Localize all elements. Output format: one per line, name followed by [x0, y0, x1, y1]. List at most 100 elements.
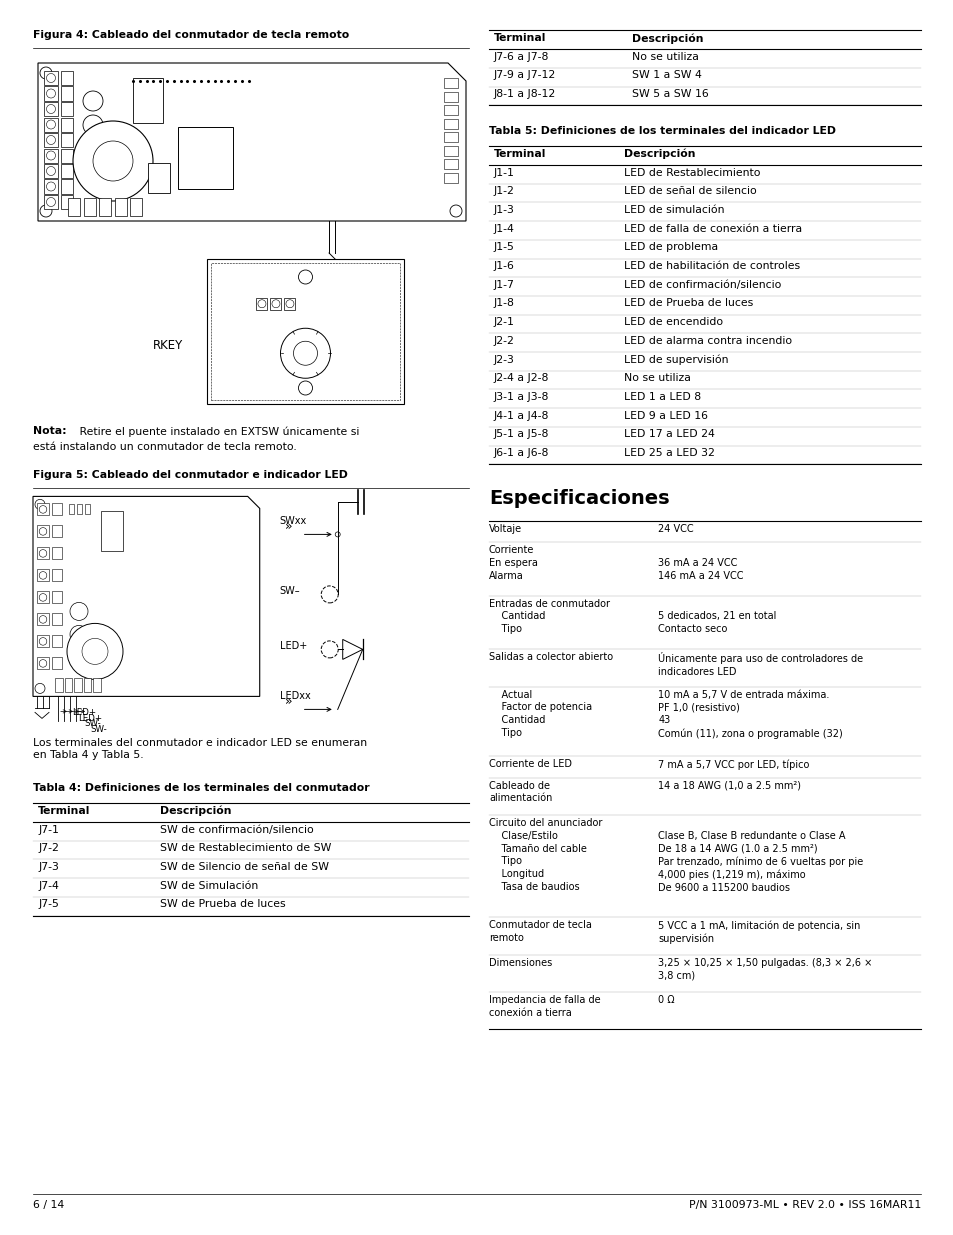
Bar — [61, 164, 73, 178]
Bar — [148, 163, 170, 193]
Bar — [69, 504, 74, 515]
Bar — [61, 179, 73, 194]
Bar — [37, 569, 49, 582]
Bar — [55, 678, 63, 693]
Polygon shape — [38, 63, 465, 221]
Text: J1-4: J1-4 — [494, 224, 515, 233]
Circle shape — [47, 198, 55, 206]
Circle shape — [298, 382, 313, 395]
Circle shape — [47, 120, 55, 128]
Text: SW 5 a SW 16: SW 5 a SW 16 — [632, 89, 708, 99]
Bar — [37, 614, 49, 625]
Bar — [52, 547, 62, 559]
Text: Figura 4: Cableado del conmutador de tecla remoto: Figura 4: Cableado del conmutador de tec… — [33, 30, 349, 40]
Bar — [44, 70, 58, 85]
Circle shape — [70, 603, 88, 620]
Circle shape — [73, 121, 152, 201]
Text: LED de simulación: LED de simulación — [623, 205, 723, 215]
Circle shape — [47, 136, 55, 144]
Text: No se utiliza: No se utiliza — [632, 52, 699, 62]
Bar — [212, 263, 399, 400]
Text: No se utiliza: No se utiliza — [623, 373, 690, 383]
Bar — [44, 103, 58, 116]
Circle shape — [321, 585, 338, 603]
Text: J7-6 a J7-8: J7-6 a J7-8 — [494, 52, 549, 62]
Circle shape — [321, 641, 338, 658]
Text: Voltaje: Voltaje — [489, 524, 521, 534]
Text: LED de problema: LED de problema — [623, 242, 717, 252]
Polygon shape — [342, 640, 362, 659]
Text: 7 mA a 5,7 VCC por LED, típico: 7 mA a 5,7 VCC por LED, típico — [658, 760, 809, 769]
Text: J1-8: J1-8 — [494, 299, 515, 309]
Bar — [52, 614, 62, 625]
Circle shape — [79, 135, 107, 162]
Text: J5-1 a J5-8: J5-1 a J5-8 — [494, 430, 549, 440]
Text: J1-2: J1-2 — [494, 186, 515, 196]
Text: SW de Prueba de luces: SW de Prueba de luces — [160, 899, 285, 909]
Text: RKEY: RKEY — [152, 338, 182, 352]
Text: SW-: SW- — [90, 725, 107, 734]
Text: J4-1 a J4-8: J4-1 a J4-8 — [494, 410, 549, 421]
Text: J6-1 a J6-8: J6-1 a J6-8 — [494, 448, 549, 458]
Circle shape — [47, 167, 55, 175]
Bar — [37, 657, 49, 669]
Bar — [443, 132, 457, 142]
Text: J2-2: J2-2 — [494, 336, 515, 346]
Text: J1-6: J1-6 — [494, 261, 515, 270]
Bar — [284, 298, 295, 310]
Circle shape — [257, 300, 266, 308]
Text: »: » — [284, 520, 292, 532]
Text: Impedancia de falla de
conexión a tierra: Impedancia de falla de conexión a tierra — [489, 995, 600, 1018]
Bar — [270, 298, 281, 310]
Bar — [44, 179, 58, 194]
Text: J7-3: J7-3 — [38, 862, 59, 872]
Circle shape — [67, 624, 123, 679]
Circle shape — [298, 270, 313, 284]
Text: LED de encendido: LED de encendido — [623, 317, 722, 327]
Bar — [44, 195, 58, 209]
Text: LED de señal de silencio: LED de señal de silencio — [623, 186, 756, 196]
Text: Cableado de
alimentación: Cableado de alimentación — [489, 781, 552, 803]
Text: Clase B, Clase B redundante o Clase A
De 18 a 14 AWG (1.0 a 2.5 mm²)
Par trenzad: Clase B, Clase B redundante o Clase A De… — [658, 818, 862, 893]
Text: J3-1 a J3-8: J3-1 a J3-8 — [494, 391, 549, 401]
Text: Figura 5: Cableado del conmutador e indicador LED: Figura 5: Cableado del conmutador e indi… — [33, 471, 348, 480]
Bar — [44, 164, 58, 178]
Text: SW-: SW- — [84, 720, 101, 729]
Circle shape — [39, 659, 47, 667]
Text: 14 a 18 AWG (1,0 a 2.5 mm²): 14 a 18 AWG (1,0 a 2.5 mm²) — [658, 781, 801, 790]
Circle shape — [83, 115, 103, 135]
Bar — [37, 525, 49, 537]
Bar — [44, 86, 58, 100]
Text: Nota:: Nota: — [33, 426, 67, 436]
Polygon shape — [33, 496, 259, 697]
Text: LED de Prueba de luces: LED de Prueba de luces — [623, 299, 752, 309]
Bar — [114, 198, 127, 216]
Text: LED+: LED+ — [78, 714, 102, 722]
Text: Conmutador de tecla
remoto: Conmutador de tecla remoto — [489, 920, 591, 942]
Bar — [443, 119, 457, 128]
Text: 6 / 14: 6 / 14 — [33, 1200, 64, 1210]
Text: J7-9 a J7-12: J7-9 a J7-12 — [494, 70, 556, 80]
Text: LED de habilitación de controles: LED de habilitación de controles — [623, 261, 799, 270]
Text: 10 mA a 5,7 V de entrada máxima.
PF 1,0 (resistivo)
43
Común (11), zona o progra: 10 mA a 5,7 V de entrada máxima. PF 1,0 … — [658, 689, 842, 739]
Bar — [37, 592, 49, 604]
Circle shape — [47, 74, 55, 83]
Circle shape — [39, 615, 47, 624]
Text: SWxx: SWxx — [279, 516, 307, 526]
Text: Circuito del anunciador
    Clase/Estilo
    Tamaño del cable
    Tipo
    Longi: Circuito del anunciador Clase/Estilo Tam… — [489, 818, 601, 892]
Text: J2-1: J2-1 — [494, 317, 515, 327]
Circle shape — [82, 638, 108, 664]
Bar — [52, 635, 62, 647]
Text: LED de falla de conexión a tierra: LED de falla de conexión a tierra — [623, 224, 801, 233]
Text: J2-4 a J2-8: J2-4 a J2-8 — [494, 373, 549, 383]
Circle shape — [294, 341, 317, 366]
Text: 36 mA a 24 VCC
146 mA a 24 VCC: 36 mA a 24 VCC 146 mA a 24 VCC — [658, 545, 743, 580]
Text: Los terminales del conmutador e indicador LED se enumeran
en Tabla 4 y Tabla 5.: Los terminales del conmutador e indicado… — [33, 739, 367, 760]
Text: J1-1: J1-1 — [494, 168, 515, 178]
Bar — [92, 678, 100, 693]
Bar — [61, 195, 73, 209]
Bar — [256, 298, 267, 310]
Circle shape — [39, 637, 47, 645]
Text: Dimensiones: Dimensiones — [489, 957, 552, 967]
Circle shape — [335, 532, 340, 537]
